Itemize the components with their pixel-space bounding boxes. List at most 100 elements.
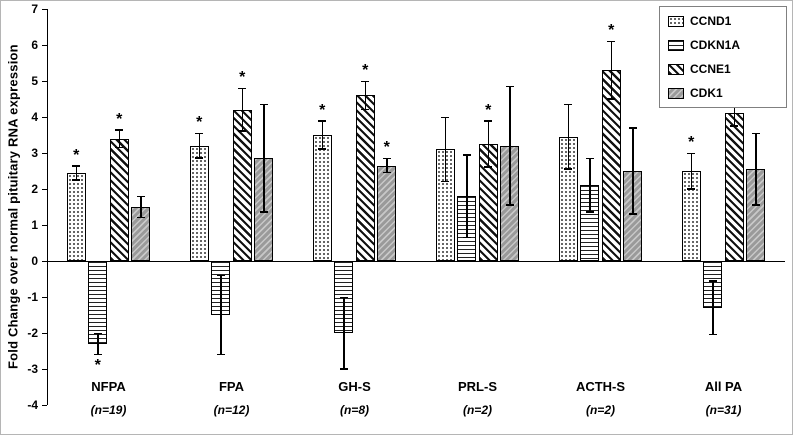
bar-ccnd1-acth-s — [558, 136, 578, 261]
error-bar-cap — [339, 368, 348, 370]
y-tick-mark — [42, 297, 47, 298]
y-tick-mark — [42, 153, 47, 154]
error-bar — [567, 104, 569, 170]
bar-ccnd1-nfpa — [66, 172, 86, 261]
category-label-all-pa: All PA — [704, 379, 743, 394]
bar-ccne1-all-pa — [724, 113, 744, 261]
error-bar-cap — [382, 157, 391, 160]
error-bar — [343, 297, 345, 369]
error-bar-cap — [751, 204, 760, 206]
error-bar-cap — [93, 332, 102, 334]
error-bar-cap — [238, 87, 247, 90]
significance-star: * — [73, 146, 80, 164]
category-label-fpa: FPA — [218, 379, 245, 394]
error-bar — [466, 154, 468, 238]
legend-item-cdk1: CDK1 — [668, 86, 778, 100]
bar-ccnd1-fpa — [189, 145, 209, 261]
y-tick-mark — [42, 333, 47, 334]
y-tick-label: 6 — [31, 38, 38, 52]
legend-label-cdkn1a: CDKN1A — [690, 38, 741, 52]
bar-cdkn1a-acth-s — [580, 185, 600, 261]
error-bar-cap — [195, 132, 204, 135]
legend-item-ccnd1: CCND1 — [668, 14, 778, 28]
y-tick-label: 1 — [31, 218, 38, 232]
error-bar-cap — [730, 125, 739, 127]
error-bar-cap — [115, 146, 124, 149]
category-label-prl-s: PRL-S — [458, 379, 497, 394]
x-axis-zero-line — [47, 261, 785, 262]
y-tick-label: -2 — [27, 326, 38, 340]
y-tick-label: 7 — [31, 2, 38, 16]
error-bar-cap — [628, 213, 637, 215]
error-bar-cap — [382, 171, 391, 174]
significance-star: * — [196, 114, 203, 132]
legend-swatch-ccne1 — [668, 63, 684, 75]
significance-star: * — [383, 139, 390, 157]
y-tick-mark — [42, 117, 47, 118]
legend-item-ccne1: CCNE1 — [668, 62, 778, 76]
error-bar-cap — [216, 274, 225, 277]
y-tick-label: 0 — [31, 254, 38, 268]
legend-label-ccne1: CCNE1 — [690, 62, 731, 76]
y-tick-mark — [42, 261, 47, 262]
error-bar — [140, 196, 142, 218]
significance-star: * — [362, 62, 369, 79]
y-tick-label: 5 — [31, 74, 38, 88]
error-bar — [487, 120, 489, 168]
significance-star: * — [94, 356, 101, 374]
error-bar-cap — [708, 280, 717, 282]
legend-swatch-cdkn1a — [668, 39, 684, 51]
category-sublabel-nfpa: (n=19) — [90, 403, 127, 417]
error-bar — [444, 117, 446, 182]
error-bar — [589, 158, 591, 213]
legend-label-ccnd1: CCND1 — [690, 14, 732, 28]
error-bar-cap — [136, 195, 145, 198]
error-bar — [712, 280, 714, 335]
error-bar — [610, 41, 612, 99]
error-bar — [75, 165, 77, 180]
y-tick-mark — [42, 405, 47, 406]
bar-ccne1-gh-s — [355, 95, 375, 261]
error-bar — [97, 333, 99, 355]
category-label-nfpa: NFPA — [91, 379, 126, 394]
bar-ccnd1-prl-s — [435, 149, 455, 261]
error-bar — [733, 100, 735, 126]
error-bar-cap — [585, 211, 594, 213]
error-bar-cap — [115, 129, 124, 131]
error-bar — [632, 127, 634, 215]
error-bar-cap — [462, 236, 471, 239]
category-sublabel-prl-s: (n=2) — [462, 403, 492, 417]
bar-ccne1-nfpa — [109, 138, 129, 261]
bar-cdk1-acth-s — [623, 171, 643, 261]
error-bar — [118, 129, 120, 148]
error-bar-cap — [441, 180, 450, 183]
error-bar-cap — [259, 103, 268, 106]
y-tick-label: 2 — [31, 182, 38, 196]
error-bar-cap — [93, 353, 102, 356]
y-tick-label: 3 — [31, 146, 38, 160]
error-bar — [509, 86, 511, 206]
error-bar-cap — [72, 165, 81, 167]
category-label-acth-s: ACTH-S — [575, 379, 626, 394]
significance-star: * — [485, 101, 492, 119]
bar-ccne1-prl-s — [478, 144, 498, 261]
bar-ccne1-fpa — [232, 109, 252, 261]
y-tick-label: -1 — [27, 290, 38, 304]
error-bar-cap — [585, 157, 594, 160]
significance-star: * — [116, 110, 123, 128]
category-label-gh-s: GH-S — [338, 379, 371, 394]
significance-star: * — [688, 134, 695, 151]
error-bar-cap — [484, 120, 493, 122]
legend-label-cdk1: CDK1 — [690, 86, 723, 100]
error-bar-cap — [708, 333, 717, 336]
category-sublabel-fpa: (n=12) — [213, 403, 250, 417]
bar-ccnd1-all-pa — [681, 171, 701, 261]
error-bar-cap — [505, 204, 514, 206]
y-tick-mark — [42, 9, 47, 10]
category-sublabel-gh-s: (n=8) — [339, 403, 369, 417]
legend-swatch-cdk1 — [668, 87, 684, 99]
error-bar-cap — [564, 168, 573, 170]
legend: CCND1 CDKN1A CCNE1 CDK1 — [659, 6, 787, 108]
y-tick-mark — [42, 81, 47, 82]
error-bar-cap — [318, 120, 327, 122]
